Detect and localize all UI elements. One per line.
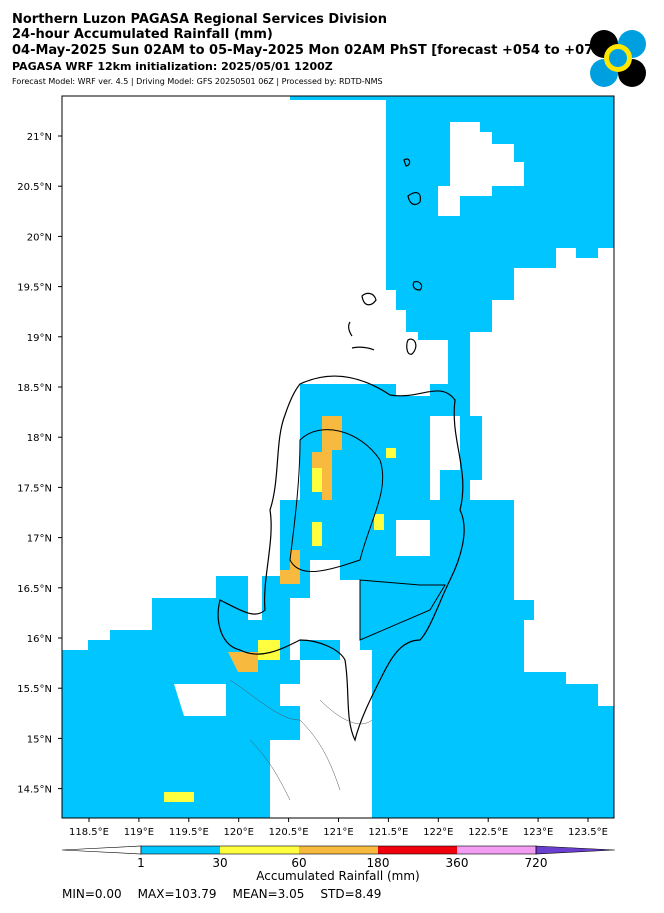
lon-label: 122.5°E <box>468 827 508 838</box>
colorbar-tick: 1 <box>137 856 145 870</box>
colorbar-tick: 60 <box>291 856 306 870</box>
title: Northern Luzon PAGASA Regional Services … <box>12 12 387 27</box>
lat-label: 21°N <box>27 132 52 143</box>
colorbar-tick: 30 <box>212 856 227 870</box>
colorbar-segment <box>378 846 457 854</box>
init: PAGASA WRF 12km initialization: 2025/05/… <box>12 60 333 73</box>
lat-label: 15°N <box>27 734 52 745</box>
lon-label: 121°E <box>323 827 353 838</box>
lat-label: 19°N <box>27 333 52 344</box>
lat-label: 16°N <box>27 634 52 645</box>
logo <box>590 30 646 87</box>
lon-label: 122°E <box>423 827 453 838</box>
boundaries <box>229 679 373 801</box>
lat-label: 20.5°N <box>17 182 52 193</box>
lon-label: 123°E <box>523 827 553 838</box>
lat-label: 18°N <box>27 433 52 444</box>
stat: MIN=0.00 <box>62 887 122 901</box>
stat: MEAN=3.05 <box>232 887 304 901</box>
rainfall-field <box>62 96 614 818</box>
lon-label: 120.5°E <box>269 827 309 838</box>
colorbar-extend-low <box>61 845 142 855</box>
colorbar-frame <box>140 845 537 855</box>
lat-label: 17.5°N <box>17 483 52 494</box>
colorbar-tick: 180 <box>367 856 390 870</box>
lon-label: 123.5°E <box>568 827 608 838</box>
colorbar-extend-high <box>535 845 616 855</box>
subtitle: 24-hour Accumulated Rainfall (mm) <box>12 27 273 42</box>
colorbar-title: Accumulated Rainfall (mm) <box>256 869 419 883</box>
period: 04-May-2025 Sun 02AM to 05-May-2025 Mon … <box>12 43 609 58</box>
coastline <box>217 158 465 742</box>
colorbar-segment <box>220 846 299 854</box>
lat-label: 14.5°N <box>17 785 52 796</box>
lon-label: 119.5°E <box>169 827 209 838</box>
lat-label: 20°N <box>27 232 52 243</box>
lat-label: 18.5°N <box>17 383 52 394</box>
stat: STD=8.49 <box>320 887 381 901</box>
colorbar-tick: 360 <box>446 856 469 870</box>
lat-label: 16.5°N <box>17 584 52 595</box>
lon-label: 121.5°E <box>368 827 408 838</box>
stat: MAX=103.79 <box>138 887 217 901</box>
lon-label: 119°E <box>124 827 154 838</box>
model-info: Forecast Model: WRF ver. 4.5 | Driving M… <box>12 77 383 86</box>
colorbar-segment <box>141 846 220 854</box>
lat-label: 19.5°N <box>17 283 52 294</box>
lon-label: 118.5°E <box>69 827 109 838</box>
lat-label: 15.5°N <box>17 684 52 695</box>
lat-label: 17°N <box>27 534 52 545</box>
colorbar-tick: 720 <box>525 856 548 870</box>
lon-label: 120°E <box>223 827 253 838</box>
colorbar-segment <box>457 846 536 854</box>
colorbar-segment <box>299 846 378 854</box>
